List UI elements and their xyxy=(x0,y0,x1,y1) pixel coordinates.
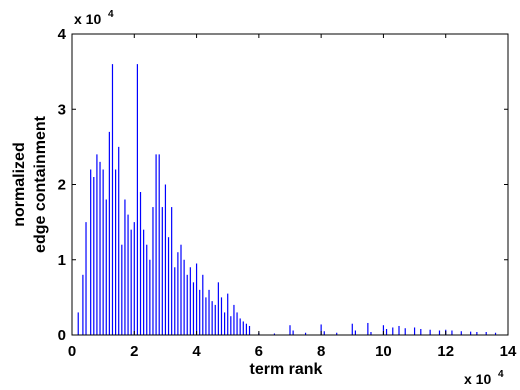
x-tick-label: 10 xyxy=(375,343,392,360)
x-tick-label: 4 xyxy=(192,343,201,360)
y-tick-label: 1 xyxy=(58,252,66,269)
x-tick-label: 6 xyxy=(255,343,263,360)
y-axis-label-line-1: normalized xyxy=(11,142,28,226)
x-tick-label: 8 xyxy=(317,343,325,360)
x-multiplier: x 10 4 xyxy=(464,369,504,387)
x-tick-label: 14 xyxy=(500,343,517,360)
y-axis-label: normalized edge containment xyxy=(11,115,49,253)
y-multiplier: x 10 4 xyxy=(74,9,114,27)
y-tick-label: 3 xyxy=(58,101,66,118)
x-tick-label: 0 xyxy=(68,343,76,360)
x-tick-label: 2 xyxy=(130,343,138,360)
x-multiplier-exponent: 4 xyxy=(498,369,504,380)
bars-layer xyxy=(77,64,497,335)
y-axis-label-line-2: edge containment xyxy=(32,115,49,253)
y-multiplier-exponent: 4 xyxy=(108,9,114,20)
x-multiplier-base: x 10 xyxy=(464,371,491,387)
y-tick-label: 0 xyxy=(58,327,66,344)
x-tick-label: 12 xyxy=(437,343,454,360)
y-tick-label: 2 xyxy=(58,177,66,194)
y-tick-label: 4 xyxy=(58,26,67,43)
x-axis-label: term rank xyxy=(250,361,323,378)
y-multiplier-base: x 10 xyxy=(74,11,101,27)
